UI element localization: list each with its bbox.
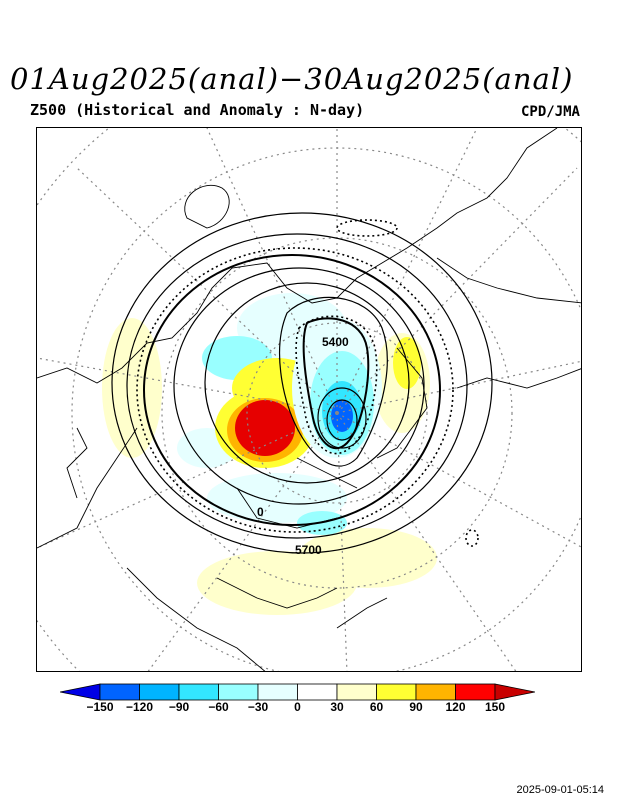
colorbar-segment xyxy=(455,683,496,701)
climatology-contours xyxy=(136,219,479,547)
colorbar-tick-label: 90 xyxy=(409,700,423,714)
contour-5700 xyxy=(143,254,441,526)
colorbar-segment xyxy=(257,683,298,701)
contour-low-2 xyxy=(326,399,358,441)
colorbar-labels: −150 −120 −90 −60 −30 0 30 60 90 120 150 xyxy=(0,700,618,720)
colorbar-tick-label: 150 xyxy=(484,700,506,714)
map-svg: 5400 5700 0 xyxy=(37,128,581,671)
agency-label: CPD/JMA xyxy=(520,104,580,120)
chart-title: 01Aug2025(anal)−30Aug2025(anal) xyxy=(10,62,574,96)
colorbar-tick-label: 0 xyxy=(294,700,301,714)
colorbar-tick-label: −60 xyxy=(208,700,229,714)
contour-label-5700: 5700 xyxy=(295,543,322,557)
coastlines xyxy=(37,128,581,671)
contour-low-1 xyxy=(317,387,367,449)
colorbar-tick-label: −30 xyxy=(247,700,269,714)
colorbar-segment xyxy=(376,683,417,701)
chart-subtitle: Z500 (Historical and Anomaly : N-day) xyxy=(30,101,365,119)
colorbar-tick-label: 60 xyxy=(369,700,384,714)
colorbar-segment xyxy=(297,683,338,701)
colorbar-segment xyxy=(336,683,377,701)
anomaly-negative-low-strong xyxy=(331,400,353,432)
colorbar-tick-label: −90 xyxy=(168,700,190,714)
colorbar-tick-label: 30 xyxy=(330,700,344,714)
height-contours xyxy=(111,212,493,554)
contour-label-5400: 5400 xyxy=(322,335,349,349)
colorbar-segment xyxy=(139,683,180,701)
colorbar-segment xyxy=(99,683,140,701)
contour-outer-2 xyxy=(126,233,468,539)
anomaly-colorbar xyxy=(60,683,535,701)
contour-inner-1 xyxy=(173,267,425,505)
contour-outer-1 xyxy=(111,212,493,554)
contour-inner-2 xyxy=(204,282,410,484)
contour-label-zero: 0 xyxy=(257,505,264,519)
timestamp: 2025-09-01-05:14 xyxy=(516,784,604,796)
colorbar-tick-label: 120 xyxy=(445,700,466,714)
colorbar-segment xyxy=(415,683,456,701)
colorbar-extend-low xyxy=(60,683,101,701)
contour-inner-3 xyxy=(278,296,388,467)
anomaly-negative-weak-south xyxy=(207,473,347,523)
colorbar-segment xyxy=(178,683,219,701)
colorbar-tick-label: −150 xyxy=(86,700,114,714)
colorbar-segment xyxy=(218,683,259,701)
anomaly-positive-strong xyxy=(235,400,295,456)
colorbar-tick-label: −120 xyxy=(125,700,154,714)
contour-5400 xyxy=(302,317,370,450)
anomaly-positive-weak-southeast xyxy=(297,528,437,588)
polar-map: 5400 5700 0 xyxy=(36,127,582,672)
colorbar-extend-high xyxy=(494,683,535,701)
anomaly-shading xyxy=(102,293,437,615)
